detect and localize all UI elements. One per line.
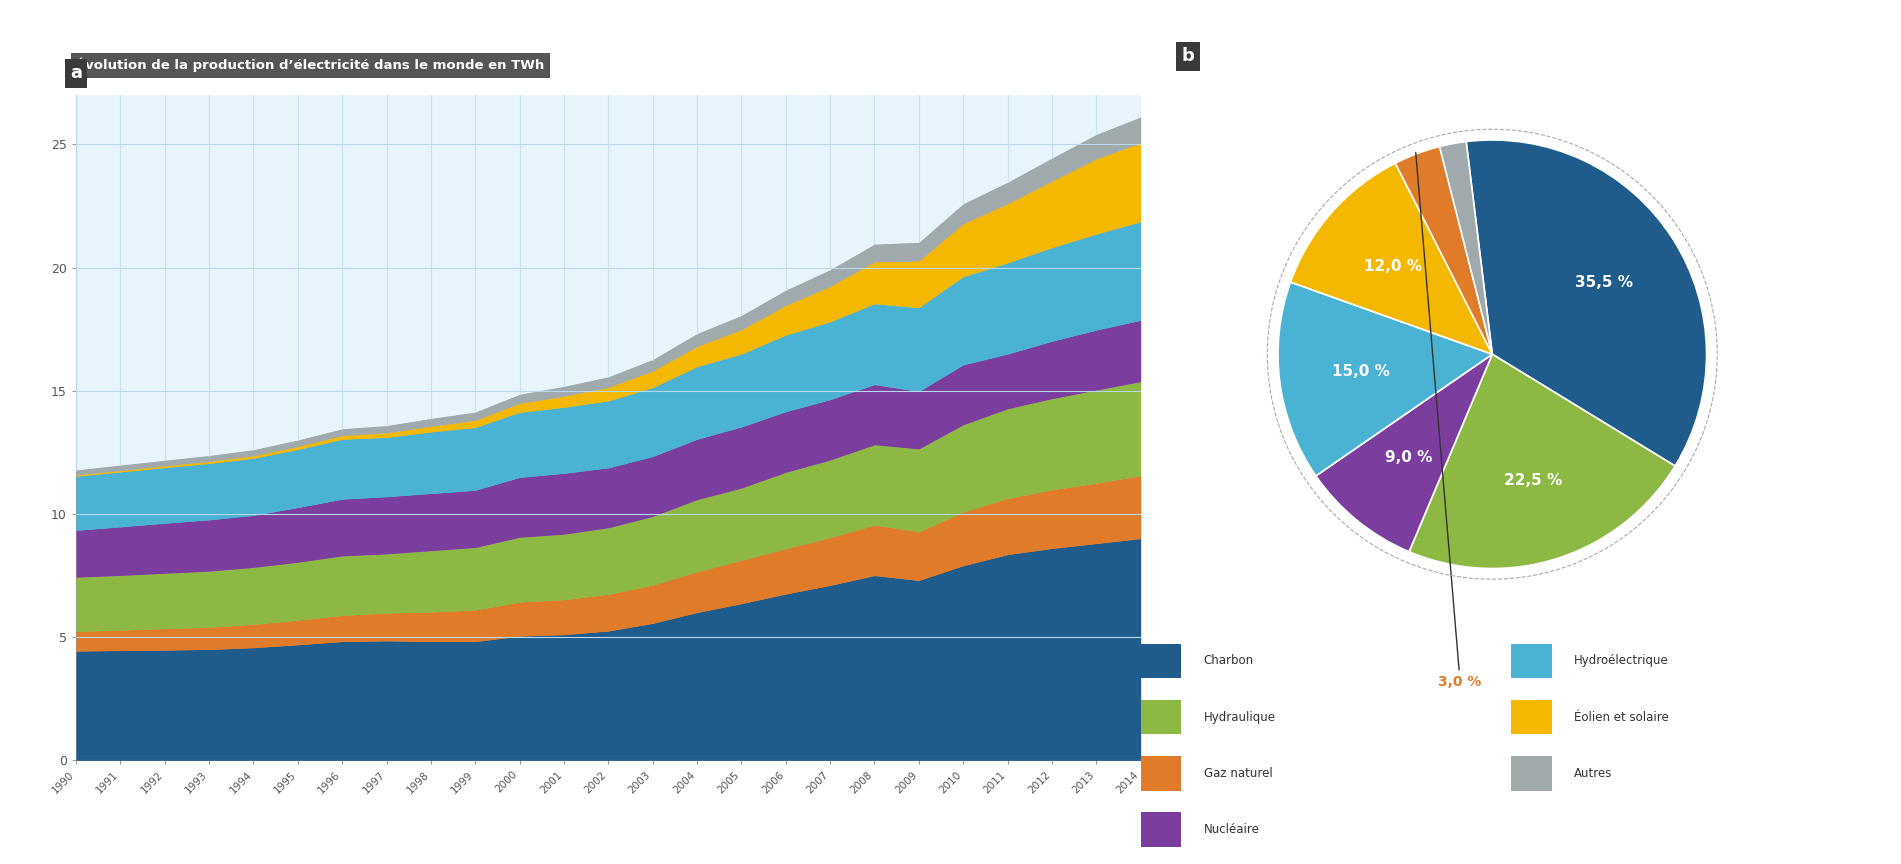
Text: a: a (70, 65, 82, 82)
Wedge shape (1439, 142, 1492, 354)
Text: 15,0 %: 15,0 % (1331, 364, 1390, 379)
FancyBboxPatch shape (1141, 756, 1181, 791)
Text: Autres: Autres (1574, 766, 1612, 780)
Text: Éolien et solaire: Éolien et solaire (1574, 710, 1669, 724)
Text: 35,5 %: 35,5 % (1576, 275, 1633, 289)
Text: 22,5 %: 22,5 % (1504, 473, 1563, 488)
Text: Nucléaire: Nucléaire (1203, 823, 1260, 836)
Text: 12,0 %: 12,0 % (1363, 259, 1422, 274)
Text: 3,0 %: 3,0 % (1416, 152, 1483, 689)
FancyBboxPatch shape (1141, 700, 1181, 734)
Wedge shape (1277, 282, 1492, 476)
Wedge shape (1466, 140, 1707, 466)
Text: Charbon: Charbon (1203, 654, 1255, 668)
FancyBboxPatch shape (1511, 700, 1551, 734)
FancyBboxPatch shape (1141, 644, 1181, 678)
Wedge shape (1315, 354, 1492, 552)
Text: Gaz naturel: Gaz naturel (1203, 766, 1272, 780)
FancyBboxPatch shape (1511, 644, 1551, 678)
Wedge shape (1409, 354, 1675, 569)
Text: Évolution de la production d’électricité dans le monde en TWh: Évolution de la production d’électricité… (76, 58, 544, 73)
FancyBboxPatch shape (1511, 756, 1551, 791)
Wedge shape (1395, 147, 1492, 354)
Text: Hydroélectrique: Hydroélectrique (1574, 654, 1669, 668)
Text: b: b (1182, 48, 1194, 65)
FancyBboxPatch shape (1141, 812, 1181, 847)
Wedge shape (1291, 163, 1492, 354)
Text: 9,0 %: 9,0 % (1384, 450, 1431, 465)
Text: Hydraulique: Hydraulique (1203, 710, 1276, 724)
